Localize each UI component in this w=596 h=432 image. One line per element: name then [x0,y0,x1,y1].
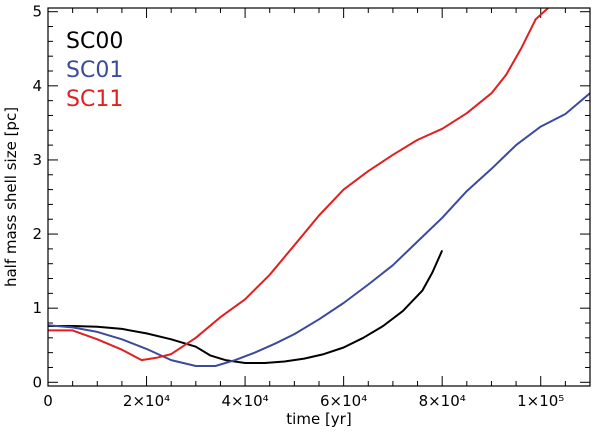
legend-entry-sc11: SC11 [66,87,123,112]
series-line-sc11 [48,8,550,362]
series-lines [48,8,590,367]
legend: SC00 SC01 SC11 [66,29,123,112]
series-line-sc01 [48,92,590,367]
x-tick-label: 0 [43,392,53,410]
tick-marks [47,8,591,386]
y-tick-label: 1 [32,299,42,317]
x-axis-title: time [yr] [286,410,351,428]
y-axis-title: half mass shell size [pc] [2,107,20,287]
y-tick-label: 4 [32,77,42,95]
legend-entry-sc00: SC00 [66,29,123,54]
x-tick-label: 2×10⁴ [123,392,170,410]
x-tick-label: 4×10⁴ [221,392,268,410]
y-tick-label: 0 [32,373,42,391]
y-tick-label: 5 [32,3,42,21]
x-tick-label: 6×10⁴ [320,392,367,410]
x-tick-label: 8×10⁴ [419,392,466,410]
x-tick-label: 1×10⁵ [517,392,564,410]
tick-labels: 0 2×10⁴ 4×10⁴ 6×10⁴ 8×10⁴ 1×10⁵ 0 1 2 3 4 5 [32,3,564,410]
y-tick-label: 3 [32,151,42,169]
legend-entry-sc01: SC01 [66,58,123,83]
plot-frame [47,7,591,387]
series-line-sc00 [48,249,444,364]
y-tick-label: 2 [32,225,42,243]
